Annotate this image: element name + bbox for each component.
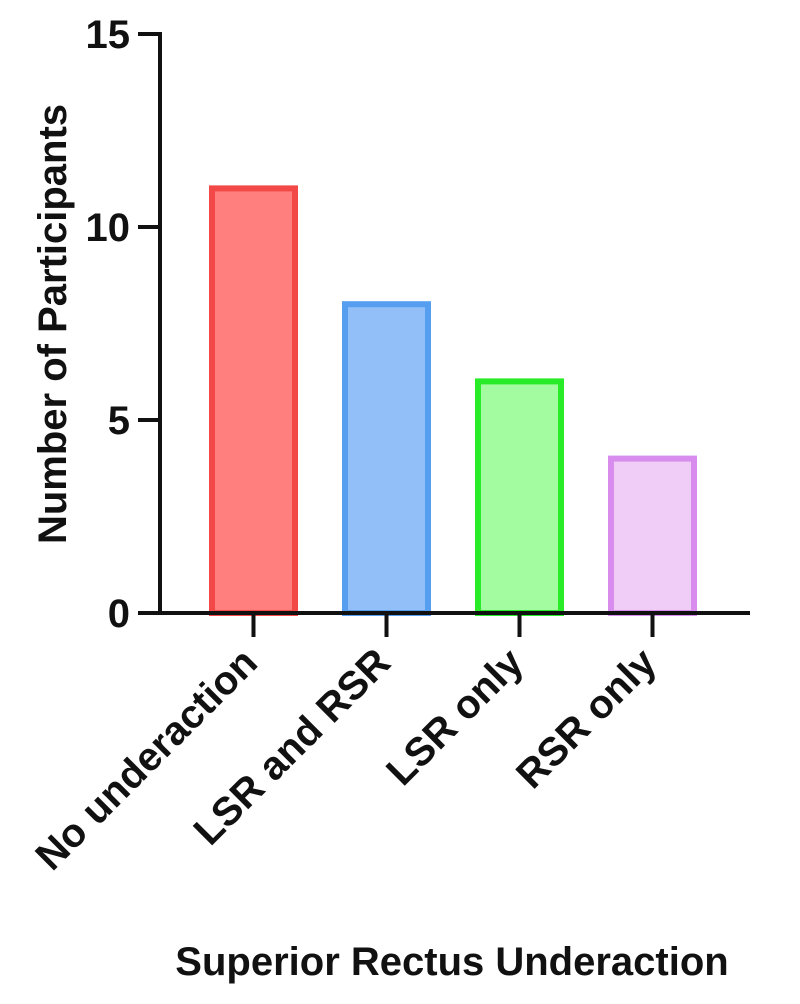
y-tick-label-5: 5	[108, 399, 130, 443]
y-ticks-group: 0 5 10 15	[86, 13, 160, 636]
bar-rsr-only	[608, 455, 697, 616]
x-category-label-no-underaction: No underaction	[27, 640, 266, 879]
bar-lsr-and-rsr	[342, 301, 431, 616]
bar-lsr-only	[475, 378, 564, 616]
x-axis-title: Superior Rectus Underaction	[175, 940, 728, 984]
x-category-label-rsr-only: RSR only	[508, 640, 665, 797]
y-axis-title: Number of Participants	[31, 104, 75, 544]
y-tick-label-15: 15	[86, 13, 131, 57]
y-tick-label-0: 0	[108, 592, 130, 636]
y-tick-label-10: 10	[86, 206, 131, 250]
x-category-label-lsr-only: LSR only	[378, 640, 532, 794]
bar-no-underaction	[209, 185, 298, 616]
bars-group	[209, 185, 697, 616]
